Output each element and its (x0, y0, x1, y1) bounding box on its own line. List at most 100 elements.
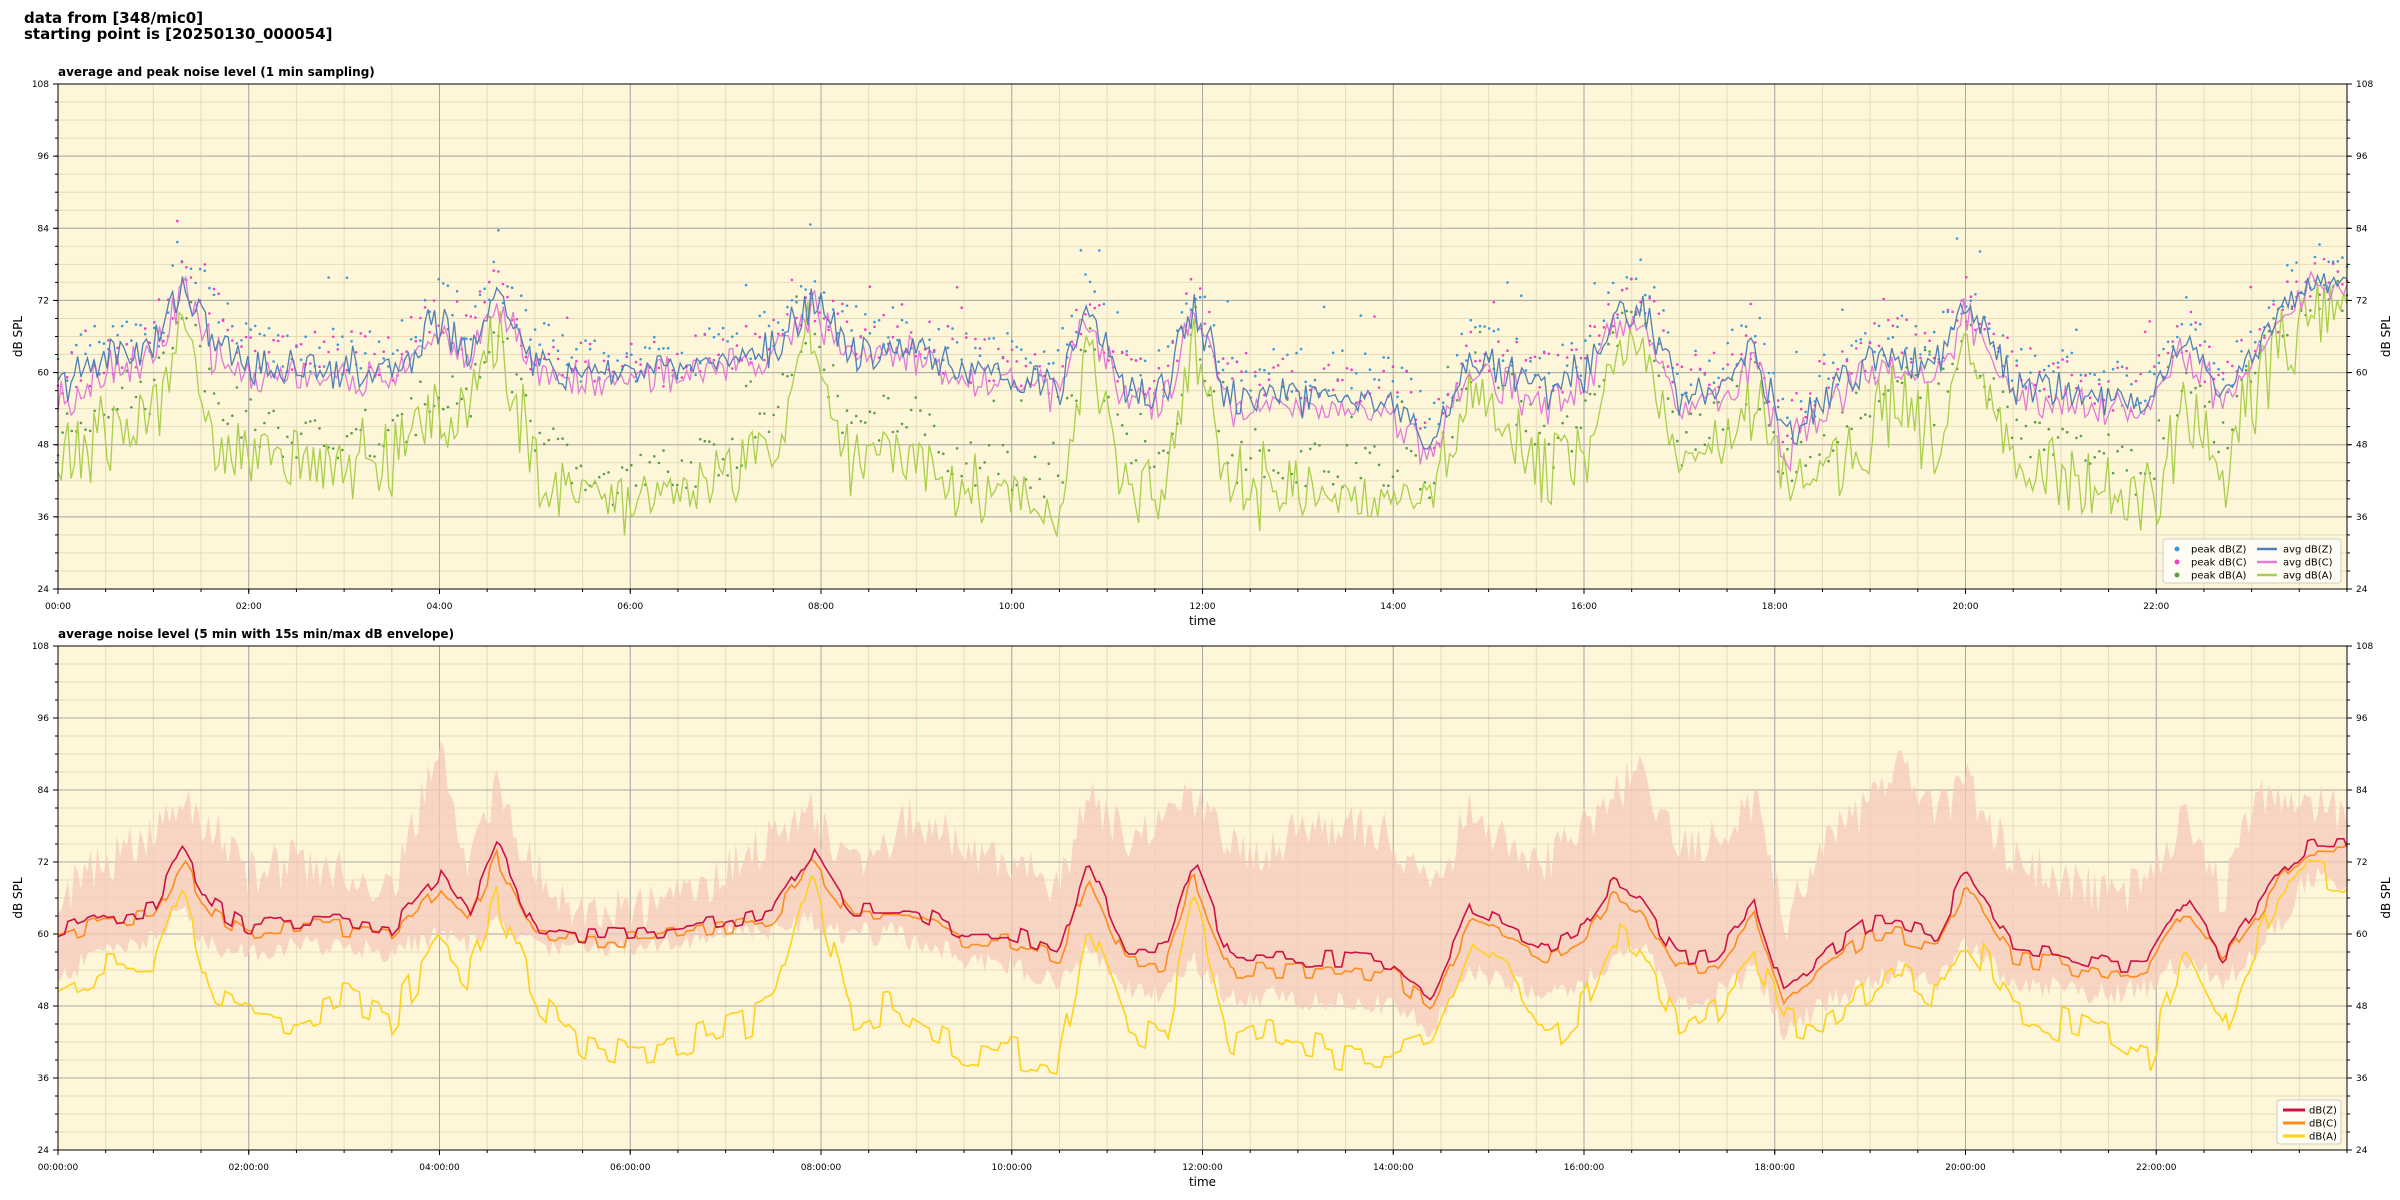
peak-point (345, 434, 349, 438)
peak-point (497, 229, 500, 232)
x-axis-label: time (1189, 614, 1216, 628)
peak-point (2267, 329, 2271, 333)
peak-point (1042, 495, 1046, 499)
peak-point (318, 346, 321, 350)
peak-point (763, 412, 766, 415)
peak-point (364, 335, 367, 338)
peak-point (1712, 381, 1716, 385)
peak-point (887, 396, 890, 400)
peak-point (657, 366, 661, 370)
peak-point (2153, 372, 2156, 376)
peak-point (1350, 368, 1353, 372)
peak-point (428, 330, 431, 334)
peak-point (1203, 295, 1207, 299)
peak-point (1010, 340, 1014, 343)
peak-point (1116, 413, 1119, 416)
x-tick-label: 04:00:00 (419, 1163, 460, 1173)
peak-point (2217, 373, 2220, 377)
peak-point (2341, 283, 2344, 286)
peak-point (2157, 361, 2161, 365)
peak-point (2134, 379, 2138, 383)
peak-point (978, 347, 982, 350)
peak-point (1419, 427, 1422, 430)
y-tick-label-right: 48 (2356, 441, 2368, 451)
peak-point (804, 288, 807, 291)
peak-point (2153, 365, 2156, 368)
x-tick-label: 20:00 (1953, 602, 1979, 612)
peak-point (451, 375, 454, 378)
peak-point (1662, 329, 1665, 332)
peak-point (405, 350, 408, 353)
peak-point (1992, 377, 1996, 380)
peak-point (2290, 307, 2294, 311)
peak-point (1387, 484, 1390, 488)
peak-point (1598, 342, 1601, 346)
x-tick-label: 06:00:00 (610, 1163, 651, 1173)
peak-point (2088, 372, 2092, 375)
peak-point (1914, 373, 1918, 377)
peak-point (414, 433, 418, 437)
peak-point (1047, 362, 1051, 366)
peak-point (579, 380, 583, 383)
peak-point (786, 305, 789, 309)
peak-point (2286, 263, 2289, 267)
peak-point (1153, 379, 1156, 383)
peak-point (1900, 314, 1904, 318)
y-tick-label-right: 60 (2356, 369, 2368, 379)
peak-point (354, 351, 358, 354)
peak-point (698, 361, 702, 365)
y-tick-label-right: 108 (2356, 642, 2373, 652)
peak-point (932, 348, 936, 352)
peak-point (1850, 372, 1853, 375)
peak-point (1593, 282, 1596, 285)
peak-point (1639, 258, 1642, 262)
peak-point (2331, 262, 2335, 266)
peak-point (997, 472, 1000, 476)
peak-point (1698, 413, 1702, 416)
peak-point (2235, 340, 2239, 343)
peak-point (1896, 325, 1899, 329)
legend-marker-dot (2174, 572, 2180, 578)
peak-point (1065, 343, 1069, 346)
peak-point (1198, 295, 1202, 299)
peak-point (1267, 372, 1271, 375)
peak-point (680, 459, 684, 462)
peak-point (1024, 478, 1028, 481)
peak-point (318, 365, 321, 369)
peak-point (203, 390, 207, 393)
peak-point (1377, 378, 1381, 382)
legend: dB(Z) dB(C) dB(A) (2276, 1099, 2342, 1145)
peak-point (1020, 399, 1023, 402)
peak-point (1868, 341, 1872, 345)
peak-point (2322, 283, 2326, 287)
peak-point (2180, 322, 2184, 326)
peak-point (2194, 321, 2197, 324)
peak-point (1744, 325, 1748, 328)
legend-box (2162, 538, 2342, 584)
peak-point (1556, 353, 1560, 357)
peak-point (2075, 436, 2078, 440)
peak-point (515, 323, 518, 327)
peak-point (1776, 405, 1780, 409)
peak-point (2088, 396, 2092, 400)
peak-point (1515, 337, 1518, 341)
peak-point (841, 310, 844, 313)
peak-point (1254, 374, 1257, 378)
peak-point (781, 332, 785, 336)
peak-point (1579, 426, 1583, 430)
peak-point (1098, 249, 1101, 252)
peak-point (1061, 365, 1064, 368)
peak-point (1396, 391, 1399, 394)
peak-point (387, 365, 390, 368)
peak-point (1382, 369, 1385, 373)
peak-point (1020, 384, 1023, 388)
peak-point (1524, 429, 1528, 433)
peak-point (1391, 475, 1395, 479)
peak-point (2221, 371, 2225, 375)
peak-point (1662, 309, 1665, 312)
peak-point (1827, 459, 1830, 463)
peak-point (1831, 449, 1835, 452)
peak-point (309, 370, 312, 374)
peak-point (1377, 463, 1381, 467)
page-header: data from [348/mic0] starting point is [… (24, 10, 332, 42)
